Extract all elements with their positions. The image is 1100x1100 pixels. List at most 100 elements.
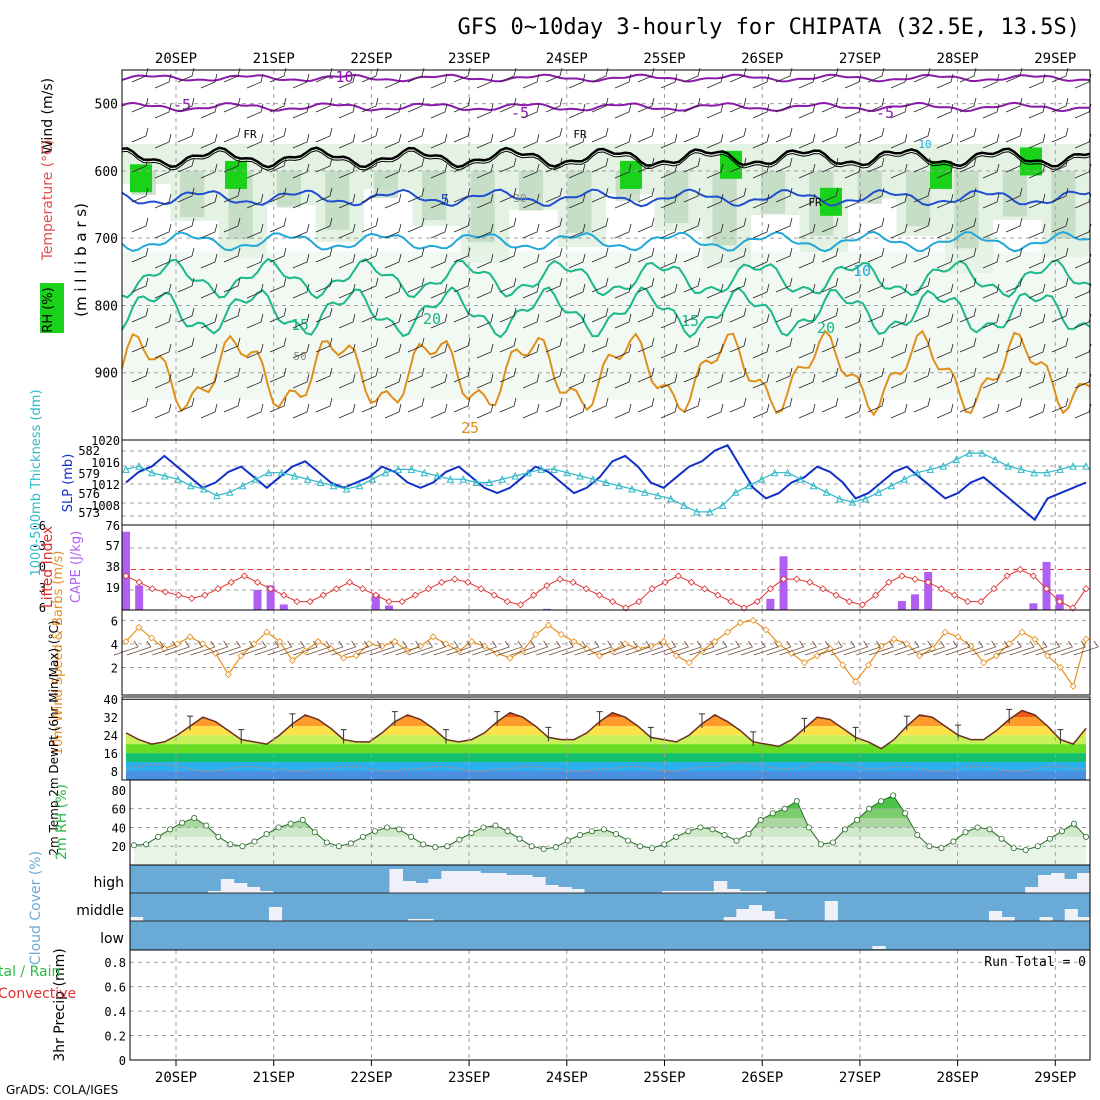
wind-speed-point (954, 633, 962, 641)
wind-speed-point (1069, 682, 1077, 690)
wind-barb (292, 313, 310, 329)
wind-barb (357, 640, 382, 656)
wind-barb (361, 187, 379, 203)
cloud-bar (872, 946, 886, 949)
wind-barb (246, 343, 264, 359)
thickness-point (303, 475, 312, 483)
wind-barb (522, 313, 540, 329)
rh-point (275, 824, 282, 831)
lifted-index-point (438, 578, 446, 586)
wind-barb (430, 283, 448, 299)
wind-barb (664, 640, 690, 656)
wind-barb (453, 367, 471, 383)
lifted-index-point (661, 578, 669, 586)
wind-barb (522, 343, 540, 359)
wind-barb (292, 373, 310, 389)
wind-barb (200, 253, 218, 269)
thickness-point (472, 478, 481, 486)
wind-barb (591, 157, 609, 173)
panel-frame (121, 609, 1091, 696)
thickness-point (861, 494, 870, 503)
wind-barb (269, 277, 287, 293)
rh-point (745, 831, 752, 838)
wind-barb (384, 103, 402, 119)
wind-barb (338, 343, 356, 359)
lifted-index-point (779, 575, 788, 583)
wind-barb (177, 277, 195, 293)
wind-barb (729, 67, 747, 83)
wind-barb (867, 307, 885, 323)
wind-barb (1028, 193, 1046, 209)
wind-barb (867, 157, 885, 173)
lifted-index-point (753, 598, 761, 606)
wind-barb (315, 277, 333, 293)
rh-point (468, 830, 475, 837)
wind-barb (614, 193, 632, 209)
thickness-point (394, 465, 403, 473)
wind-barb (407, 97, 425, 113)
cloud-bar (661, 891, 676, 893)
wind-barb (936, 73, 954, 89)
wind-barb (752, 253, 770, 269)
wind-barb (821, 217, 839, 233)
rh-point (1034, 843, 1041, 850)
wind-barb (959, 277, 977, 293)
wind-barb (453, 247, 471, 263)
wind-barb (613, 640, 638, 656)
wind-barb (407, 157, 425, 173)
wind-barb (844, 343, 862, 359)
thickness-point (744, 481, 753, 490)
wind-speed-point (749, 616, 757, 624)
thickness-point (667, 494, 675, 503)
lifted-index-point (372, 591, 380, 599)
wind-barb (545, 307, 563, 323)
temp-color-band (122, 699, 1090, 708)
wind-barb (706, 223, 724, 239)
rh-point (962, 829, 969, 836)
wind-barb (729, 277, 747, 293)
wind-speed-point (442, 640, 450, 648)
cloud-bar (420, 919, 434, 921)
wind-barb (775, 97, 793, 113)
rh-point (878, 798, 885, 805)
wind-barb (1005, 127, 1023, 143)
cape-bar (897, 601, 906, 610)
wind-barb (1051, 187, 1069, 203)
thickness-point (187, 481, 195, 490)
lifted-index-point (990, 585, 998, 593)
cloud-bar (246, 887, 261, 893)
rh-shade-dark (1051, 170, 1076, 239)
wind-barb (933, 640, 958, 656)
thickness-point (498, 475, 507, 483)
pressure-tick-label: 800 (95, 299, 118, 314)
wind-barb (315, 367, 333, 383)
wind-barb (293, 640, 318, 656)
wind-barb (165, 640, 190, 656)
lifted-index-point (161, 588, 170, 596)
rh-point (588, 828, 595, 835)
wind-barb (844, 133, 862, 149)
wind-barb (522, 373, 540, 389)
wind-barb (651, 640, 677, 656)
wind-barb (453, 307, 471, 323)
cloud-bar (1038, 875, 1052, 893)
wind-barb (269, 67, 287, 83)
cloud-bar (1077, 873, 1091, 893)
lifted-index-point (122, 572, 130, 580)
wind-barb (126, 640, 152, 656)
thickness-point (628, 484, 636, 493)
lifted-index-point (937, 585, 945, 593)
wind-barb (591, 187, 609, 203)
lifted-index-point (543, 581, 551, 590)
wind-barb (269, 397, 287, 413)
lifted-index-point (845, 598, 853, 606)
lifted-index-point (359, 585, 367, 593)
lifted-index-point (609, 598, 617, 606)
wind-barb (485, 640, 510, 656)
wind-barb (1028, 283, 1046, 299)
wind-barb (177, 337, 195, 353)
wind-barb (476, 313, 494, 329)
wind-barb (1028, 313, 1046, 329)
wind-speed-point (544, 621, 552, 629)
